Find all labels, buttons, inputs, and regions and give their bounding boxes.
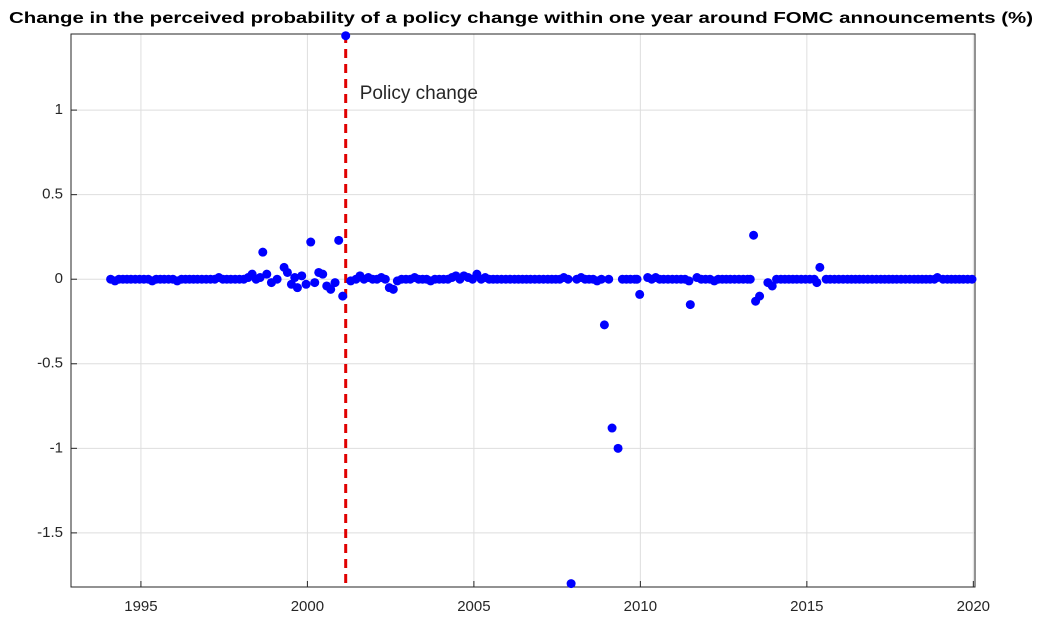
point — [745, 274, 755, 284]
point — [380, 274, 390, 284]
point — [635, 289, 645, 299]
point — [297, 271, 307, 281]
point — [388, 284, 398, 294]
point — [815, 262, 825, 272]
y-tick-label: 0 — [55, 270, 63, 287]
point — [685, 300, 695, 310]
point — [755, 291, 765, 301]
point — [812, 278, 822, 288]
point — [272, 274, 282, 284]
x-tick-label: 2015 — [790, 598, 823, 615]
plot-frame — [70, 33, 976, 588]
y-tick-label: 1 — [55, 101, 63, 118]
point — [604, 274, 614, 284]
point — [262, 269, 272, 279]
point — [326, 284, 336, 294]
y-tick-label: 0.5 — [42, 186, 63, 203]
x-tick-label: 1995 — [124, 598, 157, 615]
x-tick-label: 2010 — [624, 598, 657, 615]
point — [599, 320, 609, 330]
x-tick-label: 2000 — [291, 598, 324, 615]
chart-title: Change in the perceived probability of a… — [9, 10, 1033, 27]
point — [334, 235, 344, 245]
point — [255, 273, 265, 283]
point — [258, 247, 268, 257]
point — [596, 274, 606, 284]
y-tick-label: -1 — [50, 439, 63, 456]
point — [330, 278, 340, 288]
point — [292, 283, 302, 293]
y-tick-label: -0.5 — [37, 355, 63, 372]
point — [338, 291, 348, 301]
x-tick-label: 2005 — [457, 598, 490, 615]
x-tick-label: 2020 — [957, 598, 990, 615]
point — [282, 267, 292, 277]
point — [749, 230, 759, 240]
point — [684, 276, 694, 286]
point — [967, 274, 977, 284]
point — [613, 443, 623, 453]
point — [632, 274, 642, 284]
point — [767, 281, 777, 291]
point — [301, 279, 311, 289]
point — [566, 579, 576, 589]
point — [290, 273, 300, 283]
point — [341, 31, 351, 41]
point — [306, 237, 316, 247]
point — [607, 423, 617, 433]
point — [563, 274, 573, 284]
point — [318, 269, 328, 279]
policy-change-label: Policy change — [360, 83, 478, 104]
point — [310, 278, 320, 288]
y-tick-label: -1.5 — [37, 524, 63, 541]
